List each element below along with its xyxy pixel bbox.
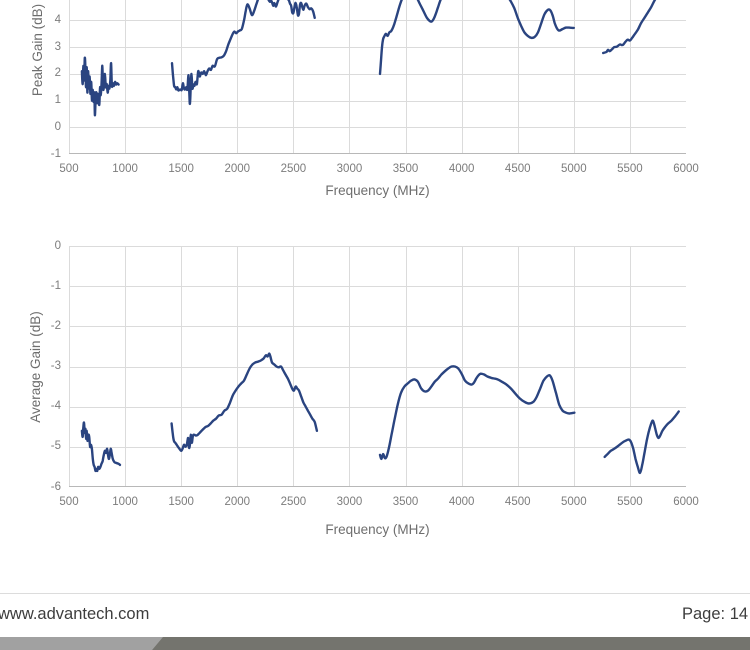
average-gain-plot-area [69, 246, 686, 487]
y-tick-label: 3 [54, 40, 61, 53]
y-tick-label: -6 [50, 480, 61, 493]
x-tick-label: 1000 [112, 163, 138, 175]
x-tick-label: 2500 [280, 496, 307, 508]
x-tick-label: 2000 [224, 163, 251, 175]
gain-line-band-1400-2700 [170, 0, 316, 106]
peak-gain-chart: Peak Gain (dB) Frequency (MHz) 4 3 2 1 0 -1 50… [0, 0, 750, 247]
y-tick-label: 0 [54, 239, 61, 252]
peak-gain-x-axis-title: Frequency (MHz) [325, 183, 430, 198]
gain-line-band-5200-6000 [603, 410, 680, 475]
x-tick-label: 500 [59, 496, 79, 508]
footer-website-link[interactable]: www.advantech.com [0, 605, 150, 623]
y-tick-label: 1 [54, 94, 61, 107]
y-tick-label: -4 [50, 400, 61, 413]
gain-line-band-600-960 [80, 421, 122, 473]
y-tick-label: 4 [54, 13, 61, 26]
gain-line-band-1400-2700 [170, 352, 319, 452]
x-tick-label: 5000 [561, 496, 587, 508]
x-tick-label: 4500 [504, 163, 531, 175]
y-tick-label: -1 [50, 147, 61, 160]
x-tick-label: 4500 [504, 496, 531, 508]
plot-svg [69, 246, 686, 487]
y-tick-label: -1 [50, 279, 61, 292]
footer-page-number: Page: 14 [682, 605, 749, 623]
gain-line-band-600-960 [80, 56, 120, 117]
x-tick-label: 5500 [617, 163, 643, 175]
y-tick-label: -5 [50, 440, 61, 453]
average-gain-x-axis-title: Frequency (MHz) [325, 522, 430, 537]
peak-gain-plot-area [69, 0, 686, 154]
y-tick-label: 2 [54, 67, 61, 80]
x-tick-label: 5500 [617, 496, 643, 508]
x-tick-label: 3500 [392, 163, 419, 175]
x-tick-label: 4000 [448, 496, 475, 508]
x-tick-label: 2000 [224, 496, 251, 508]
x-tick-label: 5000 [561, 163, 587, 175]
gain-line-band-5200-6000 [602, 0, 657, 55]
x-tick-label: 4000 [448, 163, 475, 175]
average-gain-chart: Average Gain (dB) Frequency (MHz) 0 -1 -2-… [0, 240, 750, 538]
gain-line-band-3300-5000 [378, 365, 576, 461]
x-tick-label: 500 [59, 163, 79, 175]
x-tick-label: 2500 [280, 163, 307, 175]
gain-line-band-3300-5000 [378, 0, 575, 76]
y-tick-label: -2 [50, 319, 61, 332]
x-tick-label: 1000 [112, 496, 138, 508]
x-tick-label: 3500 [392, 496, 419, 508]
x-tick-label: 3000 [336, 163, 363, 175]
footer-divider [0, 593, 750, 594]
plot-svg [69, 0, 686, 154]
y-tick-label: -3 [50, 360, 61, 372]
bottom-bar [0, 637, 750, 650]
x-tick-label: 1500 [168, 163, 194, 175]
x-tick-label: 1500 [168, 496, 194, 508]
x-tick-label: 3000 [336, 496, 363, 508]
bottom-bar-dark-segment [152, 637, 750, 650]
y-tick-label: 0 [54, 120, 61, 133]
x-tick-label: 6000 [673, 163, 699, 175]
x-tick-label: 6000 [673, 496, 699, 508]
